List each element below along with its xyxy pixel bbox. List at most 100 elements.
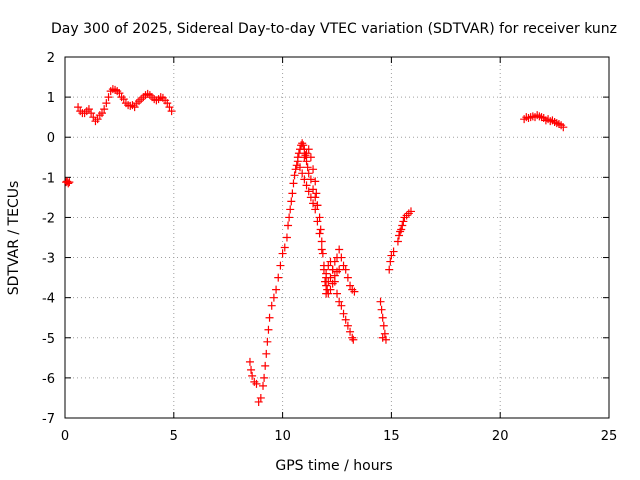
data-point xyxy=(317,245,326,254)
data-point xyxy=(303,163,312,172)
data-point xyxy=(326,273,335,282)
data-point xyxy=(346,281,355,290)
data-point xyxy=(406,207,415,216)
data-point xyxy=(300,175,309,184)
data-point xyxy=(302,157,311,166)
data-point xyxy=(343,321,352,330)
data-point xyxy=(65,178,74,187)
data-point xyxy=(84,105,93,114)
data-point xyxy=(335,297,344,306)
data-point xyxy=(128,101,137,110)
data-point xyxy=(74,103,83,112)
data-point xyxy=(385,265,394,274)
data-point xyxy=(302,149,311,158)
data-point xyxy=(259,381,268,390)
data-point xyxy=(265,313,274,322)
data-point xyxy=(298,139,307,148)
data-point xyxy=(346,327,355,336)
y-tick-label: -1 xyxy=(42,171,55,186)
data-point xyxy=(252,379,261,388)
y-axis-label: SDTVAR / TECUs xyxy=(6,181,22,296)
data-point xyxy=(316,225,325,234)
y-tick-label: 1 xyxy=(47,91,55,106)
data-point xyxy=(559,123,568,132)
data-point xyxy=(95,111,104,120)
data-point xyxy=(284,221,293,230)
data-point xyxy=(349,335,358,344)
data-point xyxy=(306,193,315,202)
x-tick-label: 5 xyxy=(170,429,178,444)
data-point xyxy=(520,115,529,124)
data-point xyxy=(296,163,305,172)
data-point xyxy=(324,289,333,298)
data-point xyxy=(276,261,285,270)
data-point xyxy=(97,109,106,118)
data-point xyxy=(350,287,359,296)
data-point xyxy=(309,199,318,208)
data-point xyxy=(100,105,109,114)
data-point xyxy=(280,243,289,252)
data-point xyxy=(260,373,269,382)
data-point xyxy=(377,305,386,314)
data-point xyxy=(130,103,139,112)
data-point xyxy=(397,225,406,234)
data-point xyxy=(163,99,172,108)
data-point xyxy=(324,261,333,270)
data-point xyxy=(386,257,395,266)
data-point xyxy=(301,151,310,160)
data-point xyxy=(269,293,278,302)
data-point xyxy=(330,271,339,280)
data-point xyxy=(339,309,348,318)
x-tick-label: 10 xyxy=(274,429,291,444)
data-point xyxy=(262,349,271,358)
data-point xyxy=(108,85,117,94)
plot-border xyxy=(64,56,610,419)
data-point xyxy=(311,177,320,186)
data-point xyxy=(63,177,72,186)
axis-ticks: 0 5 10 15 20 25 -7 -6 -5 -4 -3 -2 -1 0 1 2 xyxy=(42,51,617,444)
data-point xyxy=(87,109,96,118)
data-point xyxy=(393,237,402,246)
data-point xyxy=(322,269,331,278)
data-point xyxy=(82,107,91,116)
y-tick-label: 0 xyxy=(47,131,55,146)
data-point xyxy=(91,117,100,126)
data-point xyxy=(282,233,291,242)
x-tick-label: 0 xyxy=(61,429,69,444)
data-point xyxy=(261,361,270,370)
data-point xyxy=(389,247,398,256)
data-point xyxy=(378,333,387,342)
data-point xyxy=(256,393,265,402)
data-point xyxy=(328,279,337,288)
y-tick-label: -3 xyxy=(42,252,55,267)
data-point xyxy=(398,221,407,230)
data-point xyxy=(134,97,143,106)
data-point xyxy=(298,169,307,178)
data-points xyxy=(62,85,568,406)
data-point xyxy=(335,245,344,254)
data-point xyxy=(309,165,318,174)
data-point xyxy=(299,141,308,150)
data-point xyxy=(396,227,405,236)
data-point xyxy=(93,115,102,124)
data-point xyxy=(165,103,174,112)
data-point xyxy=(119,95,128,104)
x-tick-label: 20 xyxy=(492,429,509,444)
data-point xyxy=(145,91,154,100)
x-tick-label: 15 xyxy=(383,429,400,444)
data-point xyxy=(247,365,256,374)
data-point xyxy=(318,249,327,258)
data-point xyxy=(376,297,385,306)
y-tick-label: -7 xyxy=(42,412,55,427)
data-point xyxy=(326,285,335,294)
data-point xyxy=(315,213,324,222)
data-point xyxy=(286,205,295,214)
data-point xyxy=(137,95,146,104)
data-point xyxy=(294,149,303,158)
data-point xyxy=(154,95,163,104)
data-point xyxy=(102,99,111,108)
data-point xyxy=(289,179,298,188)
data-point xyxy=(250,377,259,386)
y-tick-label: 2 xyxy=(47,51,55,66)
